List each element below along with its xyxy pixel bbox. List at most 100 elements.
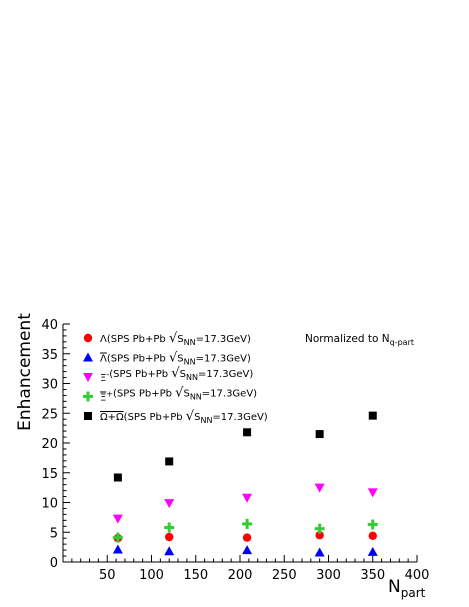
y-tick-label: 0 [50, 556, 58, 571]
legend-entry: Λ(SPS Pb+Pb √SNN=17.3GeV) [83, 331, 251, 347]
legend-marker [83, 373, 93, 382]
x-tick-label: 100 [139, 568, 164, 583]
x-tick-label: 350 [360, 568, 385, 583]
cross-v [116, 532, 120, 543]
series-triangle-up [112, 544, 378, 557]
series-cross [112, 518, 378, 543]
legend-sub: NN [184, 358, 196, 367]
x-axis-title-sub: part [401, 586, 426, 600]
legend-sup: - [106, 370, 109, 379]
data-point [164, 522, 175, 533]
legend-label: Ξ+(SPS Pb+Pb √SNN=17.3GeV) [100, 386, 257, 404]
series-triangle-down [112, 483, 378, 524]
y-tick-label: 10 [41, 497, 58, 512]
data-point [368, 411, 377, 420]
series-circle [113, 531, 377, 543]
normalization-note-main: Normalized to N [305, 333, 390, 345]
legend-sqrt: √ [169, 331, 178, 346]
legend-entry: Ξ+(SPS Pb+Pb √SNN=17.3GeV) [83, 386, 257, 404]
legend-sub: NN [186, 373, 198, 382]
legend-text-body: (SPS Pb+Pb [107, 354, 169, 365]
data-point [112, 514, 123, 524]
data-point [315, 531, 324, 540]
legend-sub: NN [190, 393, 202, 402]
x-tick-label: 400 [405, 568, 430, 583]
legend-sqrt-var: S [180, 369, 186, 380]
legend-label: Ξ-(SPS Pb+Pb √SNN=17.3GeV) [100, 366, 253, 384]
data-marks [112, 411, 378, 557]
legend-symbol: Λ [100, 334, 107, 345]
legend-tail: =17.3GeV) [202, 389, 257, 400]
legend-label: Λ(SPS Pb+Pb √SNN=17.3GeV) [100, 331, 251, 347]
data-point [367, 546, 378, 556]
x-tick-label: 250 [272, 568, 297, 583]
legend-sqrt-var: S [177, 334, 183, 345]
cross-v [245, 518, 249, 529]
y-tick-label: 30 [41, 378, 58, 393]
legend-sup: + [106, 390, 113, 399]
data-point [242, 545, 253, 555]
legend-sub: NN [200, 416, 212, 425]
legend-tail: =17.3GeV) [212, 412, 267, 423]
legend: Λ(SPS Pb+Pb √SNN=17.3GeV)Λ(SPS Pb+Pb √SN… [83, 331, 268, 425]
legend-marker [83, 333, 93, 343]
y-tick-label: 5 [50, 526, 58, 541]
legend-marker [83, 352, 93, 362]
legend-symbol: Ω+Ω [100, 412, 124, 423]
data-point [164, 546, 175, 556]
y-tick-label: 25 [41, 407, 58, 422]
data-point [367, 519, 378, 530]
legend-sqrt-var: S [194, 412, 200, 423]
legend-label: Ω+Ω(SPS Pb+Pb √SNN=17.3GeV) [100, 409, 268, 425]
legend-entry: Ξ-(SPS Pb+Pb √SNN=17.3GeV) [83, 366, 253, 384]
legend-sqrt: √ [186, 409, 195, 424]
x-tick-label: 50 [99, 568, 116, 583]
normalization-note: Normalized to Nq-part [305, 333, 414, 347]
data-point [242, 518, 253, 529]
normalization-note-sub: q-part [390, 338, 414, 347]
legend-sqrt: √ [175, 386, 184, 401]
cross-v [167, 522, 171, 533]
legend-symbol: Λ [100, 354, 107, 365]
legend-text-body: (SPS Pb+Pb [109, 369, 171, 380]
legend-sqrt-var: S [183, 389, 189, 400]
y-axis-title: Enhancement [15, 313, 35, 431]
data-point [113, 473, 122, 482]
legend-sqrt: √ [171, 366, 180, 381]
legend-sqrt-var: S [177, 354, 183, 365]
data-point [112, 532, 123, 543]
y-tick-label: 15 [41, 467, 58, 482]
legend-text-body: (SPS Pb+Pb [107, 334, 169, 345]
y-tick-label: 20 [41, 437, 58, 452]
data-point [368, 531, 377, 541]
legend-entry: Λ(SPS Pb+Pb √SNN=17.3GeV) [83, 351, 251, 367]
data-point [242, 493, 253, 503]
series-square [113, 411, 377, 482]
x-tick-label: 150 [183, 568, 208, 583]
data-point [315, 430, 324, 439]
data-point [314, 547, 325, 557]
legend-symbol: Ξ [100, 393, 106, 404]
y-tick-label: 40 [41, 318, 58, 333]
legend-entry: Ω+Ω(SPS Pb+Pb √SNN=17.3GeV) [84, 409, 268, 425]
legend-text-body: (SPS Pb+Pb [124, 412, 186, 423]
data-point [164, 499, 175, 509]
legend-marker [83, 391, 93, 402]
legend-symbol: Ξ [100, 373, 106, 384]
legend-label: Λ(SPS Pb+Pb √SNN=17.3GeV) [100, 351, 251, 367]
legend-tail: =17.3GeV) [198, 369, 253, 380]
x-tick-label: 300 [316, 568, 341, 583]
x-tick-label: 200 [228, 568, 253, 583]
data-point [165, 532, 174, 542]
data-point [367, 488, 378, 498]
legend-sub: NN [184, 338, 196, 347]
legend-sqrt: √ [169, 351, 178, 366]
data-point [112, 544, 123, 554]
legend-tail: =17.3GeV) [196, 354, 251, 365]
legend-tail: =17.3GeV) [196, 334, 251, 345]
legend-text-body: (SPS Pb+Pb [113, 389, 175, 400]
data-point [314, 483, 325, 493]
cross-v [371, 519, 375, 530]
data-point [165, 457, 174, 466]
data-point [243, 428, 252, 437]
